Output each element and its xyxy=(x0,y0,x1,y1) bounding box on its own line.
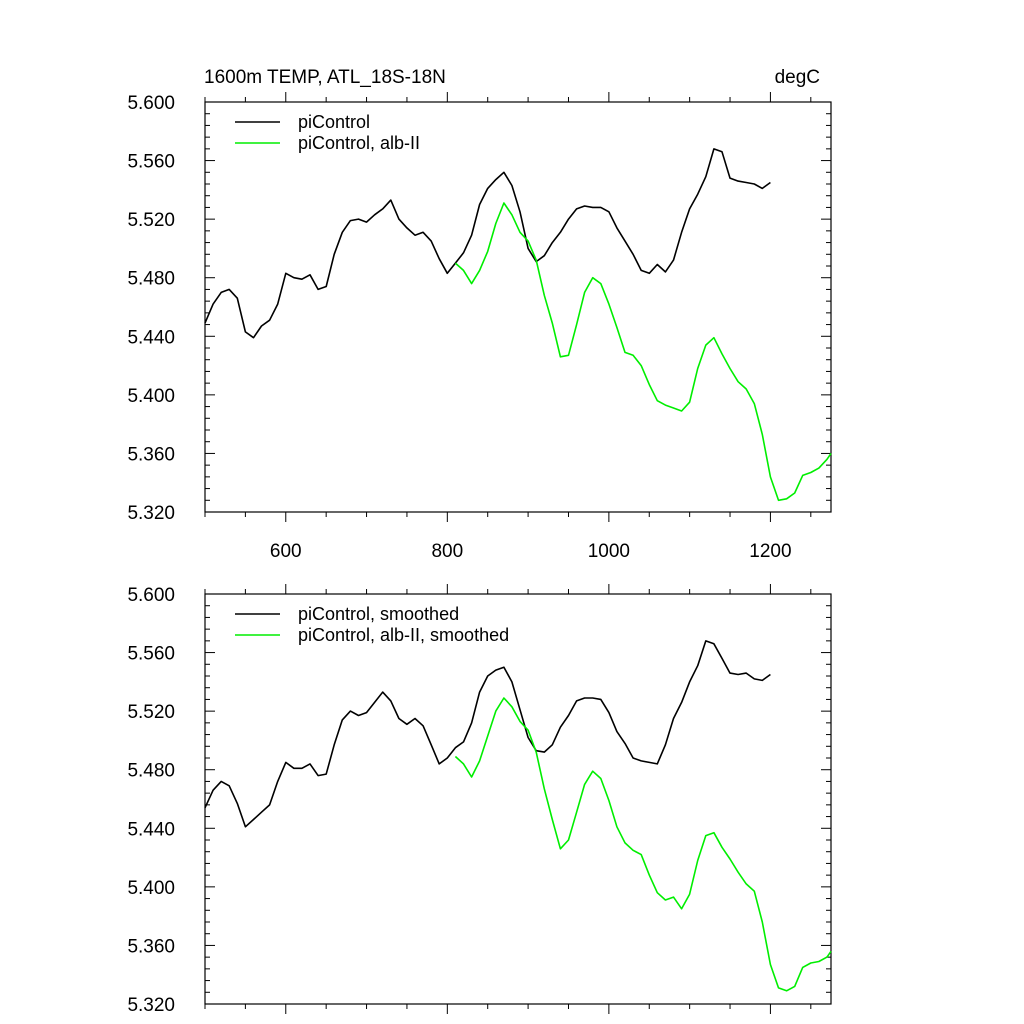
y-tick-label: 5.400 xyxy=(127,386,175,407)
legend-label: piControl, alb-II, smoothed xyxy=(298,625,509,645)
y-tick-label: 5.360 xyxy=(127,444,175,465)
legend-label: piControl xyxy=(298,112,370,132)
top-panel: 5.320 5.360 5.400 5.440 5.480 5.520 5.560 5.600… xyxy=(127,92,832,562)
series-line-picontrol xyxy=(204,640,771,828)
y-tick-label: 5.480 xyxy=(127,269,175,290)
bottom-panel: 5.320 5.360 5.400 5.440 5.480 5.520 5.560 5.600… xyxy=(127,584,832,1016)
series-line-alb-ii xyxy=(454,697,832,992)
x-tick-label: 600 xyxy=(270,541,302,562)
series-line-alb-ii xyxy=(454,202,832,502)
chart-title: 1600m TEMP, ATL_18S-18N xyxy=(204,67,446,88)
legend-label: piControl, smoothed xyxy=(298,604,459,624)
y-tick-label: 5.320 xyxy=(127,503,175,524)
x-tick-label: 1200 xyxy=(749,541,791,562)
units-label: degC xyxy=(775,67,820,88)
y-tick-label: 5.320 xyxy=(127,995,175,1016)
y-tick-label: 5.440 xyxy=(127,819,175,840)
y-tick-label: 5.480 xyxy=(127,761,175,782)
y-tick-label: 5.520 xyxy=(127,210,175,231)
y-tick-label: 5.360 xyxy=(127,936,175,957)
x-tick-label: 1000 xyxy=(588,541,630,562)
legend-label: piControl, alb-II xyxy=(298,133,420,153)
plot-frame xyxy=(204,593,832,1005)
y-tick-label: 5.560 xyxy=(127,152,175,173)
y-tick-label: 5.440 xyxy=(127,327,175,348)
y-tick-label: 5.400 xyxy=(127,878,175,899)
plot-frame xyxy=(204,101,832,513)
y-tick-label: 5.520 xyxy=(127,702,175,723)
y-tick-label: 5.560 xyxy=(127,644,175,665)
y-tick-label: 5.600 xyxy=(127,93,175,114)
x-tick-label: 800 xyxy=(431,541,463,562)
series-line-picontrol xyxy=(204,148,771,339)
y-tick-label: 5.600 xyxy=(127,585,175,606)
